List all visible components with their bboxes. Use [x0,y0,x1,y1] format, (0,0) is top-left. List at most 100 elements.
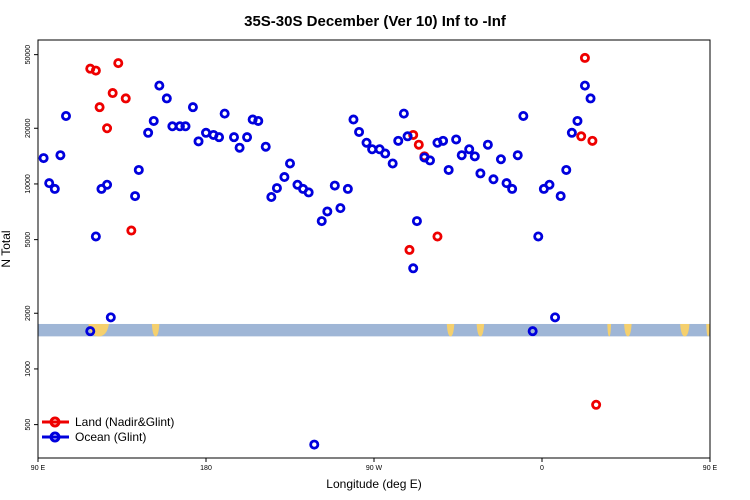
legend-land-marker [49,416,61,428]
ocean-point [61,110,72,121]
ocean-point [316,216,327,227]
ocean-point [309,439,320,450]
y-tick-label: 5000 [25,232,32,248]
ocean-point [518,110,529,121]
ocean-point [102,179,113,190]
y-tick-label: 500 [25,419,32,431]
ocean-point [443,164,454,175]
land-patch [446,323,455,337]
ocean-point [148,115,159,126]
x-tick-label: 90 W [366,465,383,472]
ocean-point [555,191,566,202]
ocean-point [260,141,271,152]
plot-frame [37,39,711,459]
ocean-point [512,150,523,161]
ocean-point [402,131,413,142]
ocean-point [180,121,191,132]
land-point [591,399,602,410]
ocean-point [456,150,467,161]
land-patch [151,323,160,337]
land-patch [680,323,690,337]
ocean-point [242,132,253,143]
ocean-point [335,203,346,214]
land-patch [624,323,632,337]
ocean-point [393,135,404,146]
land-point [126,225,137,236]
ocean-point [561,164,572,175]
ocean-point [105,312,116,323]
y-tick-label: 1000 [25,361,32,377]
ocean-point [550,312,561,323]
ocean-point [133,164,144,175]
ocean-point [544,179,555,190]
ocean-point [482,139,493,150]
x-ticks: 90 E 180 90 W 0 90 E [31,458,718,472]
ocean-point [475,168,486,179]
ocean-point [49,183,60,194]
land-point [432,231,443,242]
ocean-point [408,263,419,274]
ocean-point [469,151,480,162]
land-point [413,139,424,150]
land-point [107,88,118,99]
ocean-point [279,172,290,183]
ocean-point [585,93,596,104]
ocean-point [329,180,340,191]
chart-title: 35S-30S December (Ver 10) Inf to -Inf [244,13,507,30]
legend: Land (Nadir&Glint) Ocean (Glint) [42,415,174,444]
y-tick-label: 20000 [25,118,32,138]
ocean-point [354,126,365,137]
band-layer [38,323,710,337]
x-tick-label: 90 E [703,465,718,472]
ocean-point [424,155,435,166]
ocean-point [85,326,96,337]
ocean-point [398,108,409,119]
ocean-point [303,187,314,198]
land-patch [706,323,710,337]
ocean-point [143,127,154,138]
ocean-point [507,183,518,194]
ocean-point [572,115,583,126]
land-patch [607,323,612,337]
ocean-point [488,174,499,185]
land-point [90,65,101,76]
ocean-point [154,80,165,91]
ocean-point [38,153,49,164]
ocean-point [234,142,245,153]
ocean-point [228,132,239,143]
ocean-point [266,192,277,203]
ocean-point [193,136,204,147]
point-layer [38,52,602,450]
ocean-point [495,154,506,165]
y-tick-label: 50000 [25,45,32,65]
legend-ocean-marker [49,431,61,443]
ocean-point [380,148,391,159]
x-axis-label: Longitude (deg E) [326,477,421,491]
ocean-point [566,127,577,138]
ocean-point [387,158,398,169]
land-point [576,131,587,142]
y-tick-label: 10000 [25,174,32,194]
ocean-point [438,135,449,146]
ocean-point [284,158,295,169]
y-axis-label: N Total [0,230,13,267]
ocean-point [361,137,372,148]
ocean-point [271,183,282,194]
ocean-point [90,231,101,242]
ocean-point [527,326,538,337]
ocean-point [44,178,55,189]
ocean-point [55,150,66,161]
x-tick-label: 90 E [31,465,46,472]
ocean-point [451,134,462,145]
land-point [94,102,105,113]
ocean-point [130,191,141,202]
ocean-point [322,206,333,217]
ocean-point [253,115,264,126]
ocean-point [342,183,353,194]
ocean-point [411,216,422,227]
y-ticks: 500 1000 2000 5000 10000 20000 50000 [25,45,38,431]
ocean-band [38,323,710,337]
ocean-point [348,114,359,125]
x-tick-label: 180 [200,465,212,472]
